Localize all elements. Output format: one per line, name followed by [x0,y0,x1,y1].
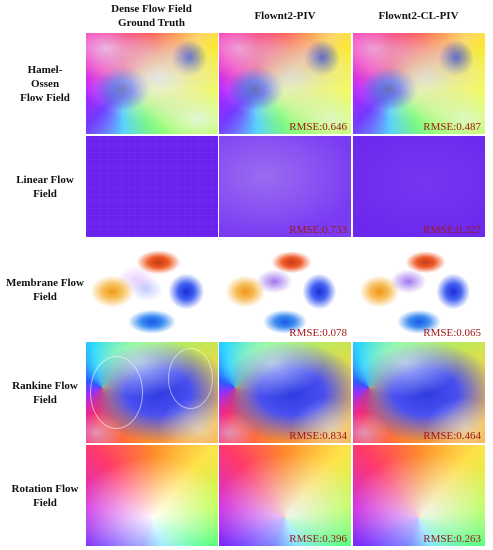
flow-field-image-hamel-flownet2: RMSE:0.646 [219,33,351,134]
column-header-ground-truth: Dense Flow Field Ground Truth [84,2,219,30]
flow-field-image-linear-flownet2: RMSE:0.733 [219,136,351,237]
rmse-label: RMSE:0.464 [423,430,481,442]
vortex-boundary-ring [168,348,213,409]
column-header-flownet2-cl-piv: Flownt2-CL-PIV [352,9,485,23]
row-label-line: Hamel- [27,63,63,76]
row-label-line: Membrane Flow [6,276,84,289]
rmse-label: RMSE:0.834 [289,430,347,442]
rmse-label: RMSE:0.327 [423,224,481,236]
flow-field-image-rotation-flownet2: RMSE:0.396 [219,445,351,546]
flow-field-image-rotation-ground-truth [86,445,218,546]
flow-field-image-rankine-ground-truth [86,342,218,443]
row-label-line: Flow Field [20,91,70,104]
row-label-line: Field [33,496,57,509]
row-label-linear: Linear Flow Field [6,136,84,237]
flow-field-image-rankine-cl: RMSE:0.464 [353,342,485,443]
row-label-membrane: Membrane Flow Field [6,239,84,340]
flow-field-image-membrane-ground-truth [86,239,218,340]
flow-field-image-membrane-flownet2: RMSE:0.078 [219,239,351,340]
row-label-line: Field [33,187,57,200]
row-label-rotation: Rotation Flow Field [6,445,84,546]
row-label-line: Linear Flow [16,173,74,186]
rmse-label: RMSE:0.733 [289,224,347,236]
row-label-line: Rotation Flow [11,482,79,495]
flow-field-image-hamel-ground-truth [86,33,218,134]
row-label-line: Field [33,393,57,406]
flow-field-image-hamel-cl: RMSE:0.487 [353,33,485,134]
row-label-line: Field [33,290,57,303]
column-header-line: Flownt2-PIV [254,10,316,22]
rmse-label: RMSE:0.396 [289,533,347,545]
flow-field-image-linear-ground-truth [86,136,218,237]
flow-field-image-linear-cl: RMSE:0.327 [353,136,485,237]
row-label-hamel-oseen: Hamel- Ossen Flow Field [6,33,84,134]
rmse-label: RMSE:0.487 [423,121,481,133]
flow-field-image-rankine-flownet2: RMSE:0.834 [219,342,351,443]
rmse-label: RMSE:0.646 [289,121,347,133]
flow-field-image-membrane-cl: RMSE:0.065 [353,239,485,340]
flow-field-image-rotation-cl: RMSE:0.263 [353,445,485,546]
row-label-rankine: Rankine Flow Field [6,342,84,443]
rmse-label: RMSE:0.078 [289,327,347,339]
rmse-label: RMSE:0.263 [423,533,481,545]
rmse-label: RMSE:0.065 [423,327,481,339]
row-label-line: Ossen [30,77,60,90]
column-header-line: Ground Truth [118,17,185,29]
column-header-line: Dense Flow Field [111,3,192,15]
column-header-line: Flownt2-CL-PIV [378,10,459,22]
column-header-flownet2-piv: Flownt2-PIV [219,9,351,23]
row-label-line: Rankine Flow [12,379,78,392]
